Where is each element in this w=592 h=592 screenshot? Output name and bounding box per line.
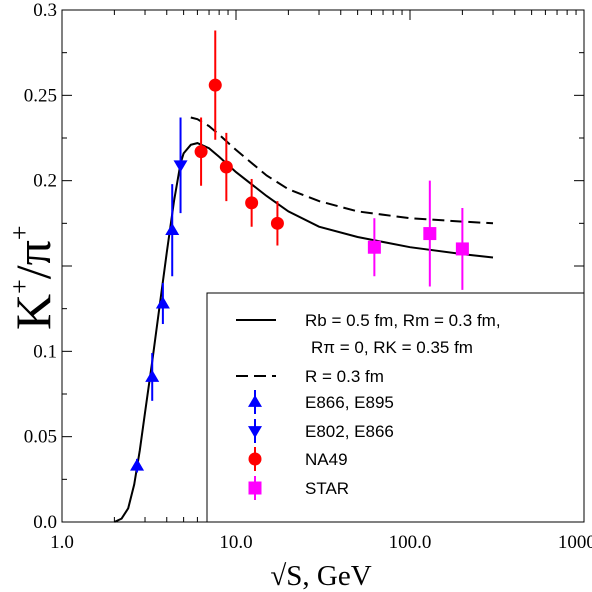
e802-e866-point <box>173 160 188 173</box>
y-axis-title-sup2: + <box>5 225 34 240</box>
y-axis-title-slash: / <box>5 265 61 279</box>
legend: Rb = 0.5 fm, Rm = 0.3 fm, Rπ = 0, RK = 0.… <box>236 311 501 500</box>
y-tick-label: 0.2 <box>33 171 57 192</box>
data-points <box>130 30 469 473</box>
y-tick-label: 0.1 <box>33 341 57 362</box>
e866-e895-point <box>165 223 180 236</box>
legend-label-line2: Rπ = 0, RK = 0.35 fm <box>311 338 473 357</box>
y-axis-title-denominator: π <box>5 240 61 265</box>
legend-box <box>206 292 585 523</box>
model-curves <box>113 116 494 523</box>
legend-label: STAR <box>305 479 349 498</box>
e866-e895-point <box>145 369 160 382</box>
x-tick-label: 10.0 <box>219 532 252 553</box>
y-tick-label: 0.3 <box>33 0 57 21</box>
legend-label: E866, E895 <box>305 393 394 412</box>
na49-point <box>245 196 259 210</box>
star-point <box>455 242 469 256</box>
star-point <box>367 240 381 254</box>
dashed-model-curve <box>190 116 494 225</box>
legend-label: R = 0.3 fm <box>305 367 384 386</box>
legend-label: Rb = 0.5 fm, Rm = 0.3 fm, <box>305 311 501 330</box>
x-axis-title: √S, GeV <box>270 560 371 592</box>
x-tick-label: 1000.0 <box>558 532 592 553</box>
legend-circle-marker <box>248 452 262 466</box>
x-tick-label: 100.0 <box>389 532 432 553</box>
y-tick-label: 0.05 <box>24 427 57 448</box>
solid-model-curve <box>113 142 494 523</box>
na49-point <box>194 145 208 159</box>
e866-e895-point <box>155 296 170 309</box>
y-axis-title-numerator: K <box>5 294 61 330</box>
axis-tick-labels: 1.0 10.0 100.0 1000.0 0.0 0.05 0.1 0.2 0.25 0.3 <box>24 0 592 553</box>
legend-triangle-up-marker <box>248 395 262 407</box>
na49-point <box>208 78 222 92</box>
na49-point <box>219 160 233 174</box>
y-tick-label: 0.0 <box>33 512 57 533</box>
y-axis-title: K+/π+ <box>5 225 61 330</box>
star-point <box>423 227 437 241</box>
legend-square-marker <box>248 481 262 495</box>
na49-point <box>270 216 284 230</box>
y-axis-title-sup1: + <box>5 279 34 294</box>
legend-label: NA49 <box>305 450 348 469</box>
e866-e895-point <box>130 458 145 471</box>
legend-triangle-down-marker <box>248 426 262 438</box>
svg-text:K+/π+: K+/π+ <box>5 225 61 330</box>
x-tick-label: 1.0 <box>50 532 74 553</box>
y-tick-label: 0.25 <box>24 85 57 106</box>
legend-label: E802, E866 <box>305 422 394 441</box>
